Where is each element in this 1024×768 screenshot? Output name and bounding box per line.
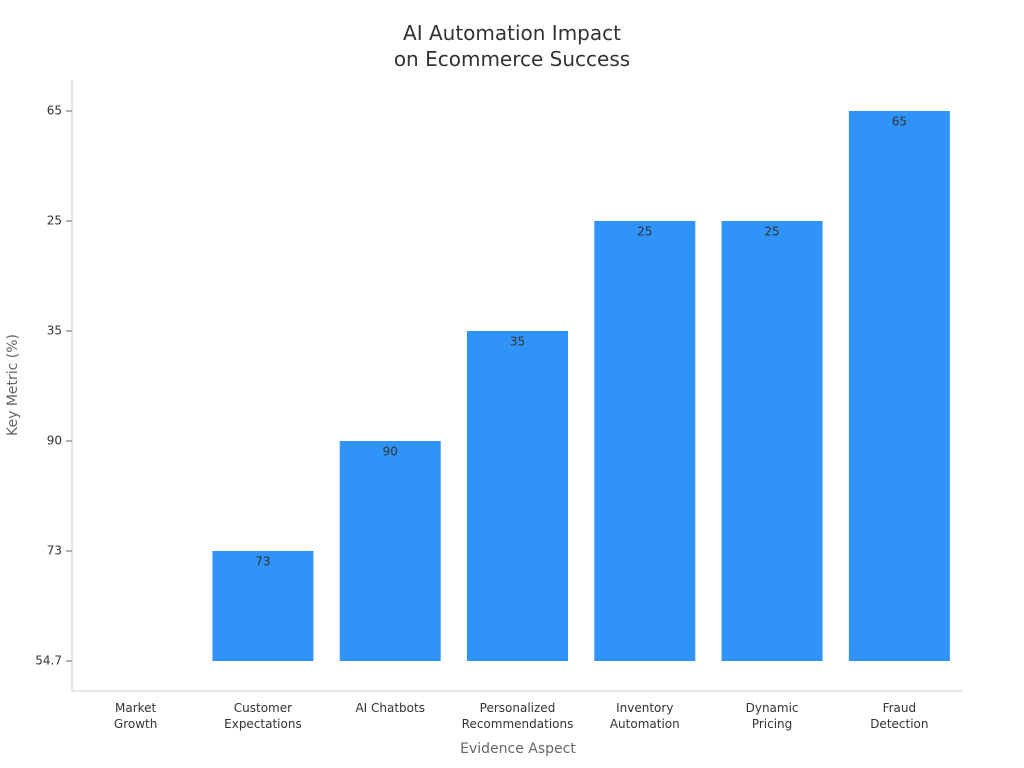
- data-label: 90: [383, 445, 398, 459]
- x-tick-label: Inventory Automation: [609, 701, 680, 731]
- bar: [721, 221, 823, 661]
- data-label: 25: [637, 225, 652, 239]
- x-tick-label: Customer Expectations: [224, 701, 302, 731]
- bar: [467, 331, 568, 661]
- y-axis-label: Key Metric (%): [5, 334, 21, 436]
- y-tick-label: 25: [47, 214, 62, 228]
- y-tick-label: 65: [47, 104, 62, 118]
- x-tick-label: Dynamic Pricing: [745, 701, 799, 731]
- x-axis-label: Evidence Aspect: [460, 741, 576, 757]
- data-label: 25: [764, 225, 779, 239]
- x-tick-label: Market Growth: [113, 701, 158, 731]
- chart-title: AI Automation Impact on Ecommerce Succes…: [393, 21, 631, 71]
- y-tick-label: 35: [47, 324, 62, 338]
- x-tick-label: Fraud Detection: [870, 701, 929, 731]
- x-tick-label: AI Chatbots: [355, 701, 425, 715]
- bar: [594, 221, 696, 661]
- data-label: 35: [510, 335, 525, 349]
- bar: [848, 111, 950, 661]
- data-label: 65: [892, 115, 907, 129]
- bar: [339, 441, 441, 661]
- bar: [212, 551, 314, 661]
- y-tick-label: 54.7: [35, 654, 62, 668]
- x-tick-label: Personalized Recommendations: [461, 701, 574, 731]
- data-label: 73: [255, 555, 270, 569]
- y-tick-label: 90: [47, 434, 62, 448]
- y-tick-label: 73: [47, 544, 62, 558]
